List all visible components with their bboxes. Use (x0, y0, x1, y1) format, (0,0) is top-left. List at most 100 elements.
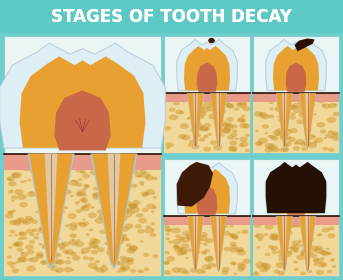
Ellipse shape (129, 203, 138, 209)
Ellipse shape (73, 180, 79, 183)
Ellipse shape (52, 200, 58, 204)
Ellipse shape (316, 270, 324, 275)
Ellipse shape (271, 250, 278, 254)
Ellipse shape (88, 263, 98, 269)
Ellipse shape (50, 255, 58, 260)
Ellipse shape (79, 198, 84, 202)
Polygon shape (184, 46, 230, 90)
Ellipse shape (187, 236, 194, 240)
Ellipse shape (117, 240, 123, 244)
Ellipse shape (17, 257, 26, 262)
Ellipse shape (238, 143, 244, 147)
Ellipse shape (178, 248, 184, 251)
Ellipse shape (266, 98, 272, 101)
Ellipse shape (220, 123, 224, 126)
Ellipse shape (74, 202, 79, 205)
Ellipse shape (73, 234, 76, 237)
Ellipse shape (69, 226, 77, 231)
Ellipse shape (196, 237, 202, 241)
Ellipse shape (82, 174, 90, 179)
Ellipse shape (102, 183, 109, 187)
Ellipse shape (256, 262, 265, 268)
Ellipse shape (11, 195, 17, 200)
Ellipse shape (194, 133, 201, 138)
Ellipse shape (310, 246, 318, 251)
Ellipse shape (293, 260, 298, 263)
Ellipse shape (118, 235, 126, 239)
Bar (164, 93, 250, 153)
Ellipse shape (55, 270, 59, 272)
Ellipse shape (129, 259, 133, 261)
Ellipse shape (295, 139, 305, 145)
Ellipse shape (65, 225, 69, 227)
Ellipse shape (192, 126, 198, 130)
Ellipse shape (74, 241, 84, 247)
Ellipse shape (194, 227, 198, 230)
Ellipse shape (118, 173, 123, 176)
Ellipse shape (117, 194, 125, 199)
Ellipse shape (94, 173, 100, 177)
Ellipse shape (183, 252, 187, 254)
Ellipse shape (236, 102, 241, 106)
Ellipse shape (313, 263, 318, 266)
Ellipse shape (173, 245, 180, 249)
Polygon shape (299, 93, 316, 148)
Ellipse shape (175, 245, 180, 249)
Ellipse shape (109, 256, 113, 259)
Ellipse shape (70, 195, 74, 197)
Ellipse shape (283, 133, 288, 137)
Ellipse shape (232, 262, 236, 265)
Polygon shape (216, 93, 221, 146)
Ellipse shape (182, 230, 191, 236)
Ellipse shape (278, 118, 285, 123)
Ellipse shape (283, 143, 288, 146)
Ellipse shape (172, 267, 181, 273)
Ellipse shape (12, 243, 19, 247)
Ellipse shape (263, 219, 272, 225)
Ellipse shape (46, 192, 56, 198)
Ellipse shape (67, 213, 76, 219)
Ellipse shape (283, 144, 289, 148)
Ellipse shape (310, 226, 315, 229)
Ellipse shape (107, 191, 115, 196)
Ellipse shape (35, 233, 39, 235)
Ellipse shape (325, 134, 332, 138)
Ellipse shape (245, 134, 250, 137)
Ellipse shape (119, 179, 123, 181)
Ellipse shape (252, 272, 260, 276)
Ellipse shape (232, 236, 238, 240)
Ellipse shape (271, 234, 281, 241)
Ellipse shape (60, 193, 67, 197)
Ellipse shape (44, 170, 54, 176)
Ellipse shape (264, 147, 273, 153)
Ellipse shape (295, 220, 305, 226)
Polygon shape (108, 154, 120, 262)
Ellipse shape (135, 224, 142, 229)
Ellipse shape (319, 250, 328, 255)
Bar (0, 0, 343, 33)
Ellipse shape (100, 183, 109, 188)
Polygon shape (92, 154, 136, 267)
Ellipse shape (121, 173, 127, 177)
Ellipse shape (308, 102, 315, 107)
Polygon shape (282, 216, 287, 269)
Ellipse shape (197, 242, 202, 245)
Ellipse shape (86, 233, 90, 236)
Ellipse shape (301, 252, 305, 255)
Ellipse shape (9, 220, 17, 225)
Ellipse shape (108, 230, 113, 232)
Ellipse shape (265, 253, 270, 256)
Ellipse shape (95, 267, 104, 273)
Ellipse shape (274, 270, 280, 274)
Ellipse shape (196, 124, 204, 129)
Ellipse shape (193, 98, 198, 101)
Ellipse shape (271, 248, 274, 251)
Ellipse shape (77, 239, 81, 241)
Ellipse shape (39, 188, 43, 191)
Ellipse shape (36, 252, 44, 257)
Ellipse shape (164, 126, 172, 131)
Ellipse shape (14, 189, 24, 195)
Ellipse shape (227, 135, 235, 140)
Ellipse shape (307, 251, 314, 255)
Bar (253, 93, 339, 153)
